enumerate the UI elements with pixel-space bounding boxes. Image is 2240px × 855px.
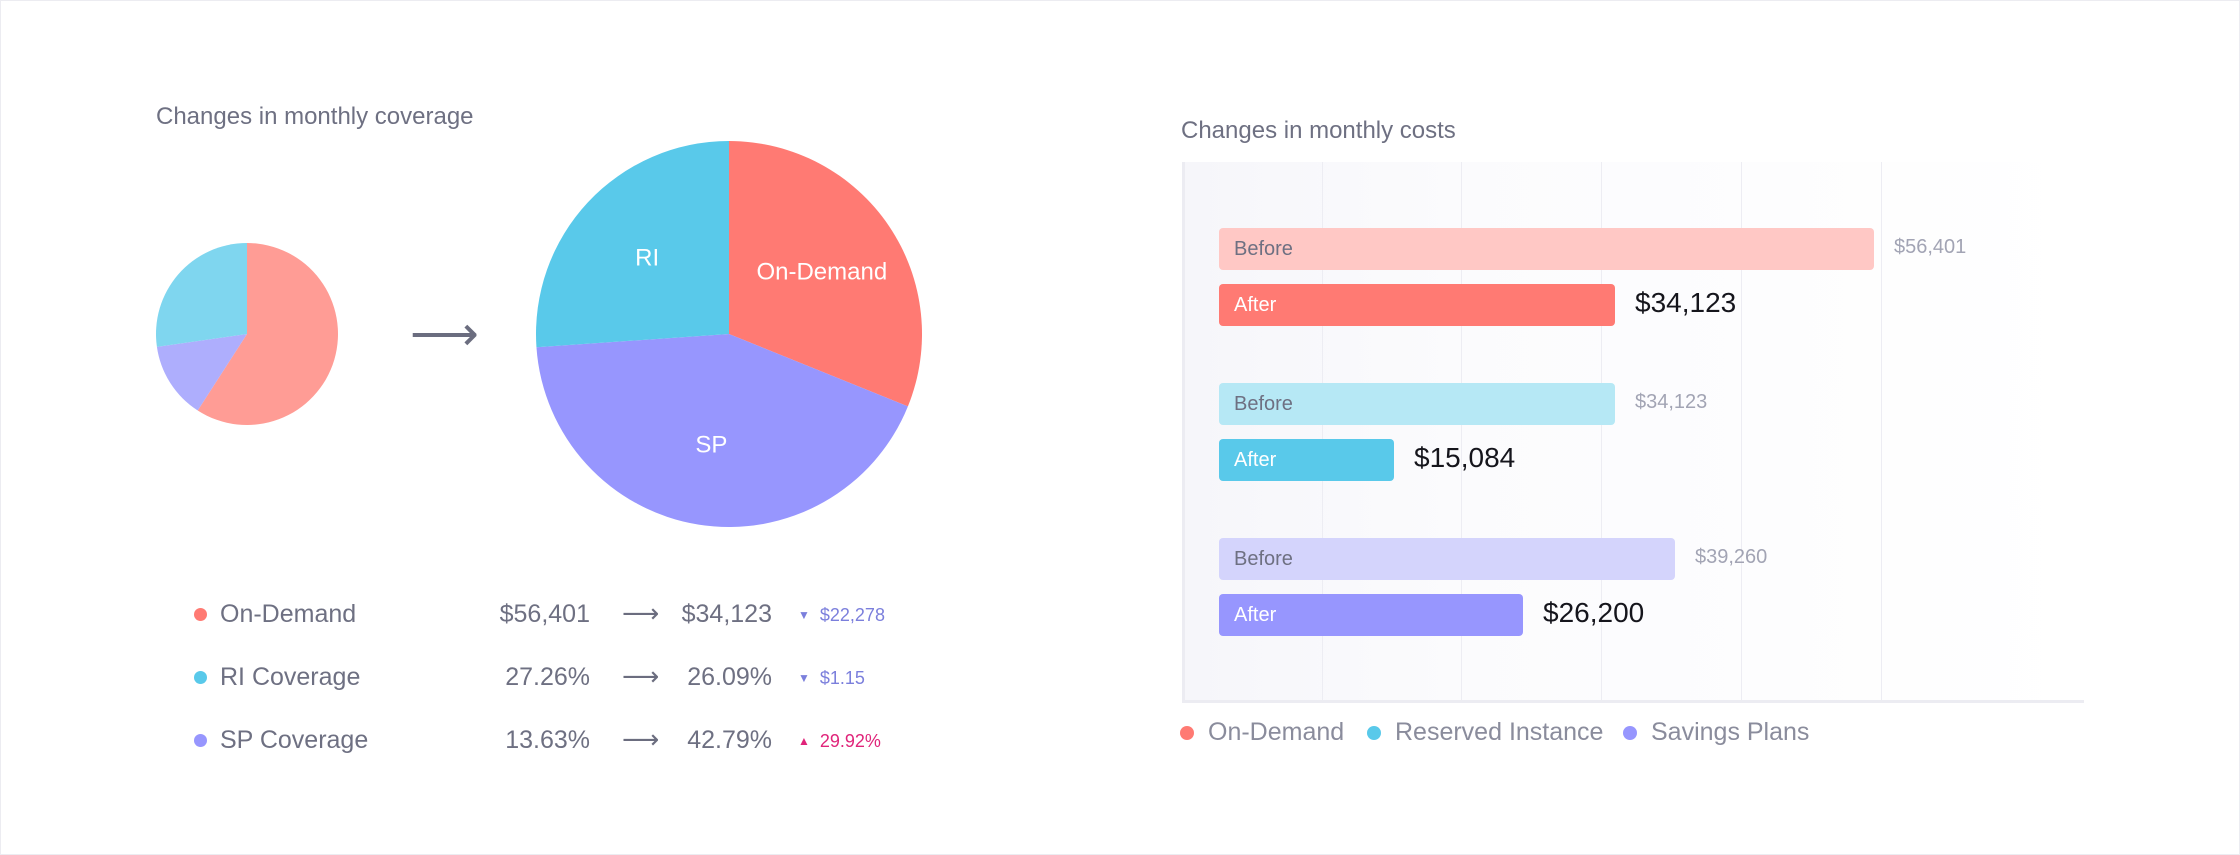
bar-savings-plans-before: Before bbox=[1219, 538, 1675, 580]
piesmall-slice-ri bbox=[156, 243, 247, 347]
legend-dot-icon bbox=[1367, 726, 1381, 740]
coverage-row-after: 26.09% bbox=[687, 663, 772, 691]
triangle-up-icon: ▲ bbox=[798, 734, 810, 748]
pielarge-label-ri: RI bbox=[635, 245, 659, 272]
coverage-row-delta: ▼ $22,278 bbox=[798, 605, 885, 626]
legend-label: Reserved Instance bbox=[1395, 718, 1604, 746]
coverage-row-delta-value: $1.15 bbox=[819, 668, 865, 688]
piesmall-slice-on-demand bbox=[197, 243, 338, 425]
legend-dot-icon bbox=[194, 671, 207, 684]
coverage-row-before: $56,401 bbox=[499, 600, 590, 628]
bar-value-savings-plans-before: $39,260 bbox=[1695, 546, 1768, 568]
coverage-row-delta: ▲ 29.92% bbox=[798, 731, 881, 752]
coverage-row-name: On-Demand bbox=[220, 600, 357, 628]
bar-value-on-demand-after: $34,123 bbox=[1635, 287, 1737, 318]
piesmall-slice-sp bbox=[156, 334, 247, 411]
gridline bbox=[1881, 162, 1882, 700]
pielarge-slice-on-demand bbox=[729, 141, 922, 407]
bar-value-savings-plans-after: $26,200 bbox=[1543, 597, 1645, 628]
legend-dot-icon bbox=[194, 608, 207, 621]
gridline bbox=[1322, 162, 1323, 700]
bar-reserved-instance-before: Before bbox=[1219, 383, 1615, 425]
coverage-row-delta-value: $22,278 bbox=[819, 605, 885, 625]
coverage-row-after: $34,123 bbox=[681, 600, 772, 628]
bar-on-demand-after: After bbox=[1219, 284, 1615, 326]
coverage-row-delta-value: 29.92% bbox=[819, 731, 881, 751]
gridline bbox=[1741, 162, 1742, 700]
coverage-panel-title: Changes in monthly coverage bbox=[156, 103, 474, 130]
bar-on-demand-before: Before bbox=[1219, 228, 1874, 270]
x-axis-line bbox=[1182, 700, 2084, 703]
costs-panel-title: Changes in monthly costs bbox=[1181, 117, 1456, 144]
transition-arrow-icon: ⟶ bbox=[410, 308, 479, 361]
triangle-down-icon: ▼ bbox=[798, 608, 810, 622]
coverage-row-before: 13.63% bbox=[505, 726, 590, 754]
legend-label: On-Demand bbox=[1208, 718, 1345, 746]
triangle-down-icon: ▼ bbox=[798, 671, 810, 685]
coverage-row-before: 27.26% bbox=[505, 663, 590, 691]
arrow-right-icon: ⟶ bbox=[622, 724, 660, 754]
bar-savings-plans-after: After bbox=[1219, 594, 1523, 636]
bar-value-reserved-instance-before: $34,123 bbox=[1635, 391, 1708, 413]
legend-label: Savings Plans bbox=[1651, 718, 1810, 746]
coverage-row-name: RI Coverage bbox=[220, 663, 361, 691]
arrow-right-icon: ⟶ bbox=[622, 661, 660, 691]
coverage-row-name: SP Coverage bbox=[220, 726, 369, 754]
arrow-right-icon: ⟶ bbox=[622, 598, 660, 628]
pielarge-slice-sp bbox=[536, 334, 908, 527]
legend-dot-icon bbox=[1180, 726, 1194, 740]
bar-value-reserved-instance-after: $15,084 bbox=[1414, 442, 1516, 473]
y-axis-line bbox=[1182, 162, 1185, 702]
bar-reserved-instance-after: After bbox=[1219, 439, 1394, 481]
legend-dot-icon bbox=[194, 734, 207, 747]
bar-value-on-demand-before: $56,401 bbox=[1894, 236, 1967, 258]
gridline bbox=[1461, 162, 1462, 700]
coverage-row-after: 42.79% bbox=[687, 726, 772, 754]
pielarge-slice-ri bbox=[536, 141, 729, 348]
coverage-row-delta: ▼ $1.15 bbox=[798, 668, 865, 689]
pielarge-label-on-demand: On-Demand bbox=[756, 258, 887, 285]
legend-dot-icon bbox=[1623, 726, 1637, 740]
pielarge-label-sp: SP bbox=[695, 432, 727, 459]
gridline bbox=[1601, 162, 1602, 700]
